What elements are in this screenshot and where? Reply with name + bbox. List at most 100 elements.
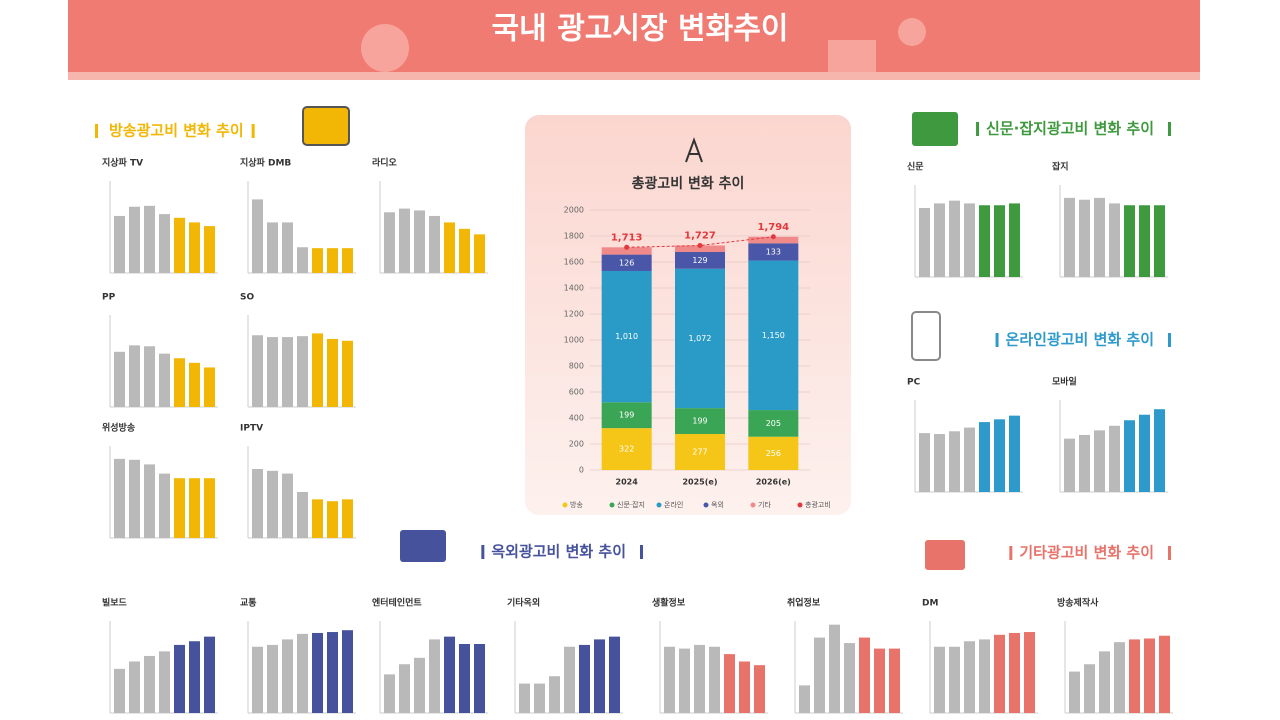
small-bar [399,208,410,273]
small-bar [429,215,440,273]
small-bar [844,643,855,713]
small-bar [979,422,990,492]
bar-segment [748,410,799,437]
small-bar [189,362,200,407]
small-chart-title: 신문 [907,161,924,173]
small-bar [429,639,440,713]
y-tick-label: 1400 [564,284,584,293]
small-bar [159,214,170,273]
small-bar [934,203,945,277]
small-bar [934,434,945,492]
tv-ad-icon [302,106,350,146]
small-bar [129,661,140,713]
bar-segment [675,245,725,252]
small-chart-title: 기타옥외 [507,597,540,609]
y-tick-label: 1000 [564,336,584,345]
small-bar [267,337,278,407]
small-bar [414,657,425,713]
small-chart-title: 빌보드 [102,597,128,609]
small-bar [267,644,278,713]
y-tick-label: 2000 [564,206,584,215]
bar-segment [675,251,725,269]
title-bar [1168,546,1171,560]
small-bar [1114,642,1125,713]
y-tick-label: 400 [569,414,584,423]
small-bar [414,210,425,273]
small-bar [459,644,470,713]
header-band [68,0,1200,72]
small-bar [327,632,338,713]
small-bar [1084,664,1095,713]
small-bar [979,639,990,713]
section-title: 신문·잡지광고비 변화 추이 [986,120,1154,138]
legend-swatch [609,502,615,508]
y-tick-label: 600 [569,388,584,397]
small-bar [384,212,395,273]
value-label: 1,150 [762,331,785,340]
small-bar [384,674,395,713]
legend-swatch [656,502,662,508]
small-bar [327,338,338,407]
small-chart-title: 엔터테인먼트 [372,597,422,609]
small-chart-title: PP [102,293,116,303]
y-tick-label: 200 [569,440,584,449]
mail-icon [925,540,965,570]
small-bar [919,433,930,492]
small-bar [282,337,293,407]
small-chart-title: 지상파 DMB [240,157,291,169]
small-bar [1159,635,1170,713]
small-bar [964,641,975,713]
y-tick-label: 1800 [564,232,584,241]
small-bar [252,646,263,713]
tv-icon [828,40,876,72]
bar-segment [601,402,652,429]
small-bar [889,648,900,713]
small-bar [174,217,185,273]
small-bar [949,200,960,277]
small-bar [1154,205,1165,277]
billboard-icon [400,530,446,562]
small-bar [129,345,140,407]
small-bar [1154,409,1165,492]
page-title: 국내 광고시장 변화추이 [492,12,789,47]
small-bar [204,367,215,407]
small-bar [994,634,1005,713]
small-bar [1109,203,1120,277]
small-bar [1064,197,1075,277]
small-bar [1094,197,1105,277]
title-bar [995,333,999,347]
small-bar [1079,199,1090,277]
small-bar [297,247,308,273]
small-bar [282,473,293,538]
y-tick-label: 0 [579,466,584,475]
small-bar [1124,420,1135,492]
small-bar [444,222,455,273]
small-bar [814,637,825,713]
small-bar [312,333,323,407]
small-chart-title: 교통 [240,598,257,609]
small-bar [282,222,293,273]
small-bar [1079,434,1090,492]
small-bar [564,646,575,713]
small-bar [144,205,155,273]
small-bar [1144,638,1155,713]
total-line [626,236,774,248]
y-tick-label: 800 [569,362,584,371]
header-stripe [68,72,1200,80]
legend-label: 방송 [570,500,583,509]
small-bar [174,644,185,713]
small-bar [754,665,765,713]
title-bar [1168,122,1171,136]
value-label: 322 [619,445,634,454]
title-bar [976,122,980,136]
small-bar [114,351,125,407]
title-bar [251,124,255,138]
small-bar [204,478,215,538]
total-label: 1,794 [758,222,790,233]
y-tick-label: 1600 [564,258,584,267]
small-bar [114,215,125,273]
small-bar [799,685,810,713]
title-bar [481,545,485,559]
small-bar [114,668,125,713]
small-chart-title: 모바일 [1052,376,1077,388]
